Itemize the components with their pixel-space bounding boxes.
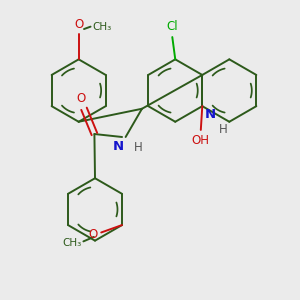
Text: CH₃: CH₃ xyxy=(92,22,111,32)
Text: N: N xyxy=(205,108,216,121)
Text: O: O xyxy=(74,18,83,31)
Text: H: H xyxy=(134,141,143,154)
Text: CH₃: CH₃ xyxy=(63,238,82,248)
Text: Cl: Cl xyxy=(167,20,178,33)
Text: N: N xyxy=(113,140,124,153)
Text: O: O xyxy=(76,92,86,105)
Text: H: H xyxy=(219,123,227,136)
Text: O: O xyxy=(88,228,98,241)
Text: OH: OH xyxy=(192,134,210,147)
